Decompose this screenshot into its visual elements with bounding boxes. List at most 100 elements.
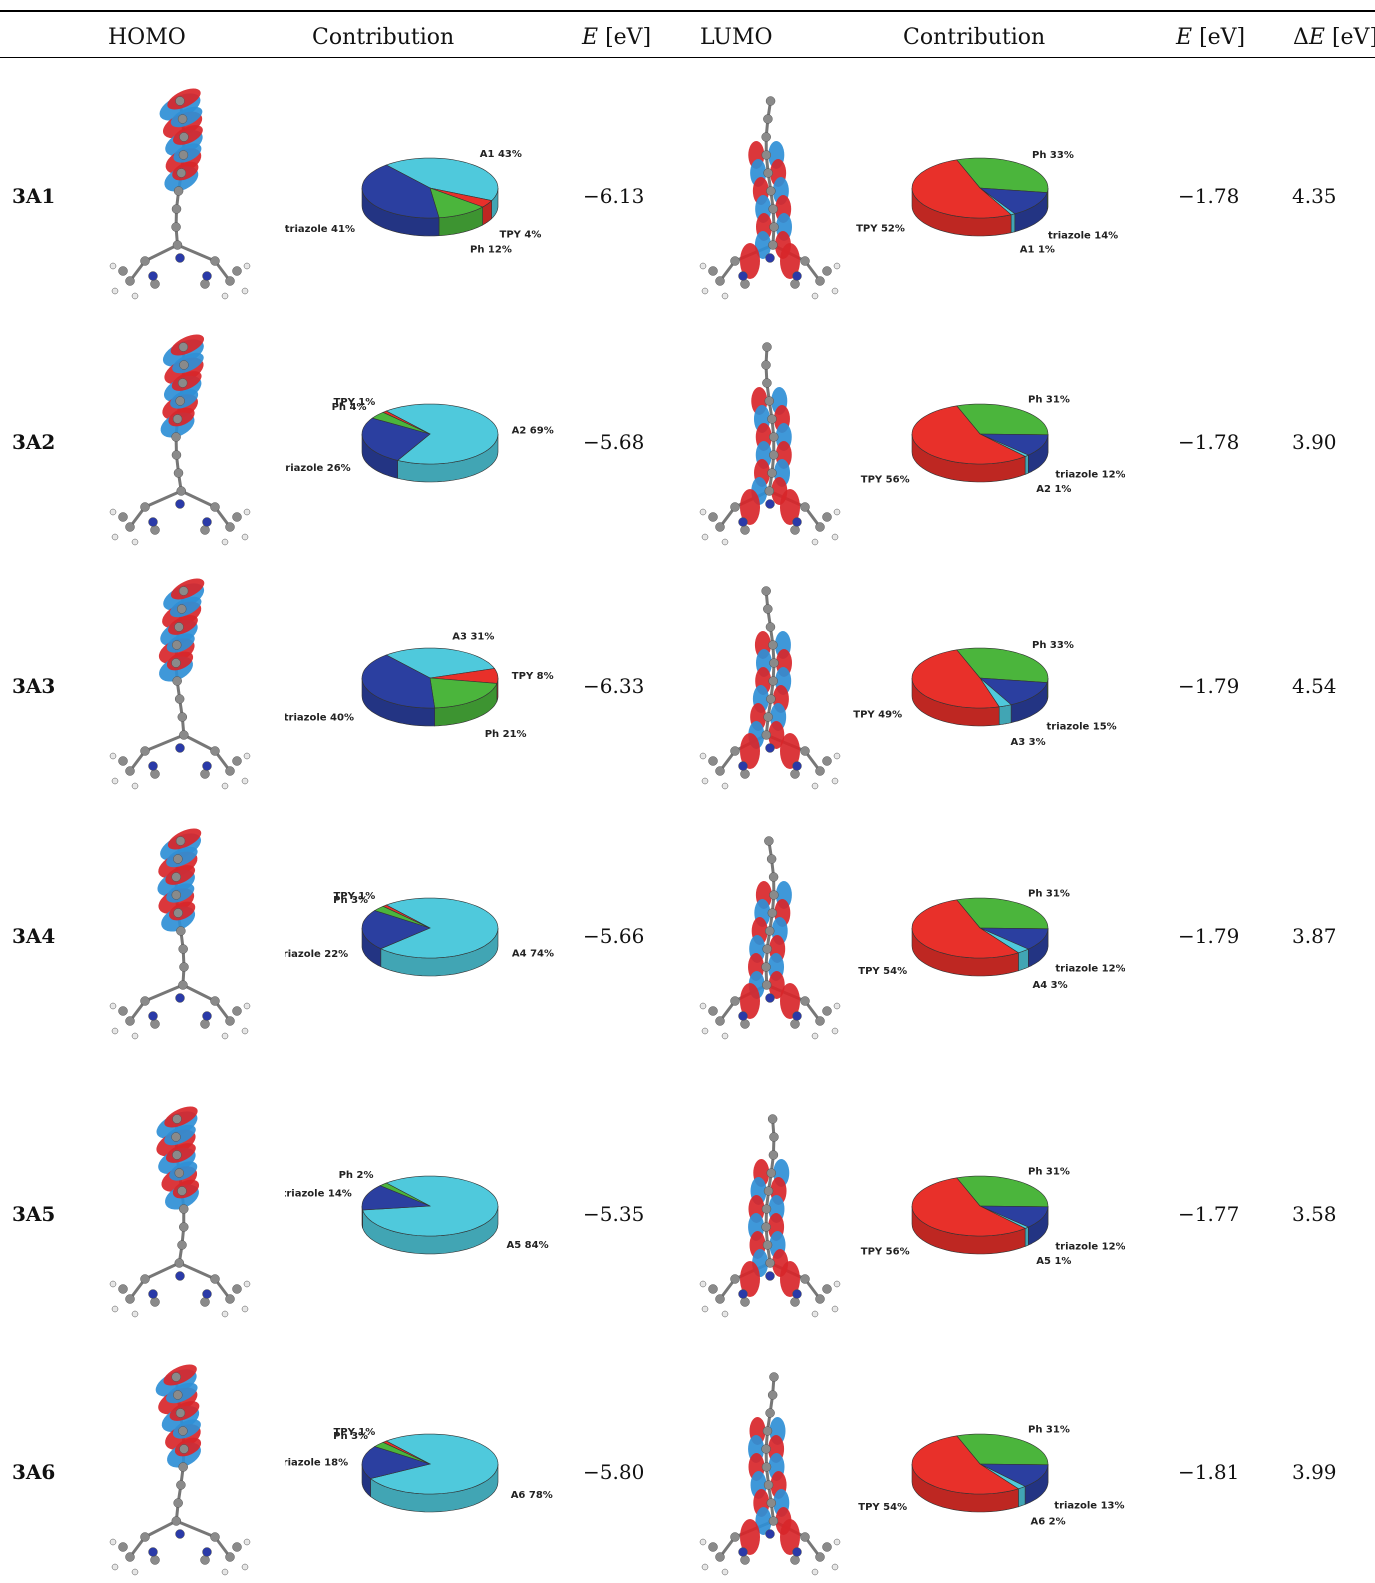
homo-3a6-orbital-image — [109, 1364, 251, 1576]
lumo-3a1-orbital-image — [699, 96, 841, 300]
homo-3a3-slice-ph — [429, 677, 498, 709]
lumo-energy: −1.79 — [1178, 924, 1240, 948]
lumo-energy: −1.79 — [1178, 674, 1240, 698]
lumo-3a2-slice-tpy — [911, 405, 1026, 465]
header-homo: HOMO — [108, 25, 186, 50]
homo-3a5-label-triazole: triazole 14% — [285, 1189, 352, 1200]
lumo-energy: −1.78 — [1178, 184, 1240, 208]
homo-3a3-label-ph: Ph 21% — [485, 729, 527, 740]
header-lumo: LUMO — [700, 25, 773, 50]
homo-3a1-orbital-image — [109, 88, 251, 300]
header-e-symbol: E — [582, 25, 599, 50]
lumo-3a5-label-triazole: triazole 12% — [1055, 1241, 1125, 1252]
row-label: 3A2 — [12, 430, 56, 454]
lumo-3a5-slice-tpy — [911, 1177, 1026, 1237]
table-header-rule — [0, 57, 1375, 58]
homo-3a2-pie-chart: A2 69% triazole 26% Ph 4%TPY 1% — [285, 397, 554, 483]
homo-3a3-slice-a — [385, 647, 496, 679]
homo-3a3-pie-chart: A3 31% TPY 8% Ph 21% triazole 40% — [285, 632, 554, 740]
homo-3a1-slice-ph — [429, 187, 484, 219]
lumo-3a1-pie-chart: Ph 33% triazole 14% A1 1% TPY 52% — [856, 150, 1118, 256]
homo-3a5-pie-chart: A5 84% triazole 14% Ph 2% — [285, 1170, 549, 1255]
homo-3a6-slice-tpy — [382, 1440, 431, 1465]
homo-3a6-label-a: A6 78% — [511, 1490, 553, 1501]
lumo-3a1-label-ph: Ph 33% — [1032, 150, 1074, 161]
homo-3a4-slice-tpy — [382, 904, 431, 929]
energy-gap: 3.58 — [1292, 1202, 1337, 1226]
homo-3a6-label-tpy: TPY 1% — [333, 1427, 375, 1438]
lumo-3a2-label-ph: Ph 31% — [1028, 394, 1070, 405]
homo-3a4-orbital-image — [109, 828, 251, 1040]
homo-3a5-label-a: A5 84% — [507, 1240, 549, 1251]
energy-gap: 4.35 — [1292, 184, 1337, 208]
homo-energy: −5.35 — [583, 1202, 645, 1226]
header-contribution-homo: Contribution — [312, 25, 455, 50]
lumo-3a6-label-tpy: TPY 54% — [858, 1502, 907, 1513]
lumo-3a6-label-ph: Ph 31% — [1028, 1424, 1070, 1435]
lumo-3a2-label-tpy: TPY 56% — [861, 475, 910, 486]
homo-energy: −5.66 — [583, 924, 645, 948]
lumo-3a3-label-triazole: triazole 15% — [1047, 722, 1117, 733]
lumo-energy: −1.81 — [1178, 1460, 1240, 1484]
lumo-energy: −1.78 — [1178, 430, 1240, 454]
lumo-3a3-orbital-image — [699, 586, 841, 790]
homo-3a2-slice-a — [385, 403, 499, 465]
lumo-3a5-slice-triazole — [979, 1205, 1049, 1228]
lumo-3a2-label-a: A2 1% — [1036, 484, 1071, 495]
lumo-3a3-slice-triazole — [979, 677, 1048, 706]
header-e-symbol-lumo: E — [1176, 25, 1193, 50]
header-delta-symbol: Δ — [1293, 25, 1309, 50]
lumo-energy: −1.77 — [1178, 1202, 1240, 1226]
energy-gap: 3.99 — [1292, 1460, 1337, 1484]
lumo-3a6-orbital-image — [699, 1372, 841, 1576]
lumo-3a6-slice-triazole — [979, 1463, 1049, 1487]
lumo-3a3-label-ph: Ph 33% — [1032, 640, 1074, 651]
lumo-3a5-side-a — [1024, 1226, 1029, 1247]
lumo-3a5-pie-chart: Ph 31% triazole 12% A5 1% TPY 56% — [861, 1166, 1125, 1267]
homo-3a1-label-tpy: TPY 4% — [500, 229, 542, 240]
homo-3a5-label-ph: Ph 2% — [339, 1170, 374, 1181]
homo-3a1-label-a: A1 43% — [480, 149, 522, 160]
homo-3a2-label-triazole: triazole 26% — [285, 463, 351, 474]
homo-3a4-pie-chart: A4 74% triazole 22% Ph 3%TPY 1% — [285, 891, 554, 977]
lumo-3a3-side-a — [998, 704, 1012, 726]
header-e-lumo: E [eV] — [1176, 24, 1245, 52]
homo-energy: −6.13 — [583, 184, 645, 208]
lumo-3a4-label-tpy: TPY 54% — [858, 966, 907, 977]
lumo-3a1-side-a — [1010, 213, 1016, 234]
header-e-homo: E [eV] — [582, 24, 651, 52]
homo-energy: −5.68 — [583, 430, 645, 454]
homo-3a6-slice-triazole — [361, 1446, 432, 1479]
homo-3a3-label-tpy: TPY 8% — [512, 671, 554, 682]
energy-gap: 4.54 — [1292, 674, 1337, 698]
homo-3a2-label-ph: Ph 4% — [332, 402, 367, 413]
lumo-3a4-label-a: A4 3% — [1033, 980, 1068, 991]
lumo-3a3-slice-ph — [956, 647, 1049, 683]
lumo-3a3-label-tpy: TPY 49% — [853, 710, 902, 721]
homo-3a3-label-triazole: triazole 40% — [285, 713, 354, 724]
row-label: 3A1 — [12, 184, 56, 208]
lumo-3a6-slice-ph — [956, 1433, 1049, 1466]
homo-3a1-label-ph: Ph 12% — [470, 244, 512, 255]
homo-3a1-pie-chart: A1 43% TPY 4% Ph 12% triazole 41% — [285, 149, 542, 255]
homo-3a6-label-ph: Ph 3% — [333, 1431, 368, 1442]
lumo-3a4-pie-chart: Ph 31% triazole 12% A4 3% TPY 54% — [858, 888, 1125, 991]
homo-3a6-slice-a — [369, 1433, 499, 1495]
homo-3a2-label-tpy: TPY 1% — [333, 397, 375, 408]
lumo-3a1-slice-ph — [956, 157, 1049, 193]
lumo-3a5-slice-ph — [956, 1175, 1049, 1208]
homo-3a2-slice-triazole — [361, 417, 431, 461]
lumo-3a4-slice-ph — [956, 897, 1049, 930]
homo-3a4-slice-triazole — [361, 910, 431, 950]
lumo-3a4-label-ph: Ph 31% — [1028, 888, 1070, 899]
lumo-3a3-pie-chart: Ph 33% triazole 15%A3 3% TPY 49% — [853, 640, 1117, 748]
homo-3a5-slice-triazole — [361, 1185, 431, 1211]
lumo-3a4-slice-tpy — [911, 899, 1020, 959]
header-e-unit: [eV] — [605, 25, 652, 50]
homo-3a5-orbital-image — [109, 1106, 251, 1318]
row-label: 3A4 — [12, 924, 56, 948]
lumo-3a1-slice-triazole — [978, 187, 1048, 215]
energy-gap: 3.90 — [1292, 430, 1337, 454]
lumo-3a2-orbital-image — [699, 342, 841, 546]
header-e-unit-lumo: [eV] — [1199, 25, 1246, 50]
